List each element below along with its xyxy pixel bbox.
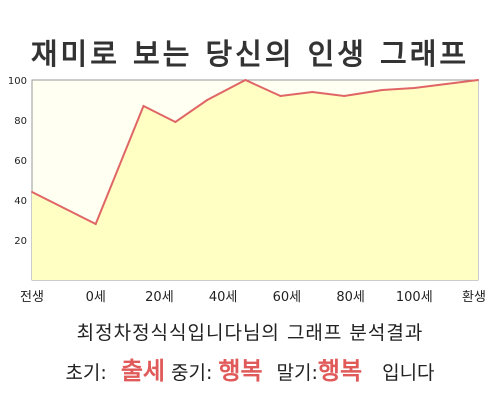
x-tick-label: 100세 — [396, 290, 433, 305]
data-point-0 — [31, 191, 33, 193]
y-tick-label: 60 — [14, 156, 27, 167]
data-point-3 — [174, 121, 177, 123]
early-value: 출세 — [120, 357, 165, 385]
data-point-8 — [343, 95, 346, 97]
data-point-2 — [142, 105, 145, 107]
data-point-11 — [477, 79, 479, 81]
late-value: 행복 — [317, 357, 363, 385]
analysis-result: 초기: 출세 중기: 행복 말기:행복 입니다 — [0, 351, 500, 386]
life-line — [31, 78, 479, 226]
x-tick-label: 40세 — [209, 290, 238, 305]
data-point-5 — [244, 79, 247, 81]
x-tick-label: 0세 — [86, 290, 106, 305]
data-point-6 — [279, 95, 282, 97]
data-point-9 — [381, 89, 384, 91]
y-tick-label: 80 — [14, 116, 27, 127]
result-suffix: 입니다 — [382, 362, 435, 384]
life-area — [32, 80, 478, 280]
mid-value: 행복 — [218, 357, 263, 385]
y-tick-label: 20 — [14, 236, 27, 247]
x-tick-label: 환생 — [462, 290, 486, 305]
early-label: 초기: — [65, 362, 107, 384]
data-point-10 — [413, 87, 416, 89]
mid-label: 중기: — [171, 362, 213, 384]
late-label: 말기: — [276, 362, 318, 384]
data-point-4 — [206, 99, 209, 101]
data-point-7 — [311, 91, 314, 93]
x-tick-label: 전생 — [20, 290, 44, 305]
y-tick-label: 40 — [14, 196, 27, 207]
x-tick-label: 80세 — [336, 290, 365, 305]
x-tick-label: 60세 — [273, 290, 302, 305]
data-point-1 — [94, 223, 97, 225]
page-title: 재미로 보는 당신의 인생 그래프 — [30, 37, 470, 71]
y-tick-label: 100 — [8, 76, 27, 87]
life-graph-chart: 20 40 60 80 100 전생 0세 20세 40세 60세 80세 100세 환생 — [8, 76, 486, 305]
analysis-summary: 최정차정식식입니다님의 그래프 분석결과 — [76, 322, 424, 344]
x-tick-label: 20세 — [145, 290, 174, 305]
